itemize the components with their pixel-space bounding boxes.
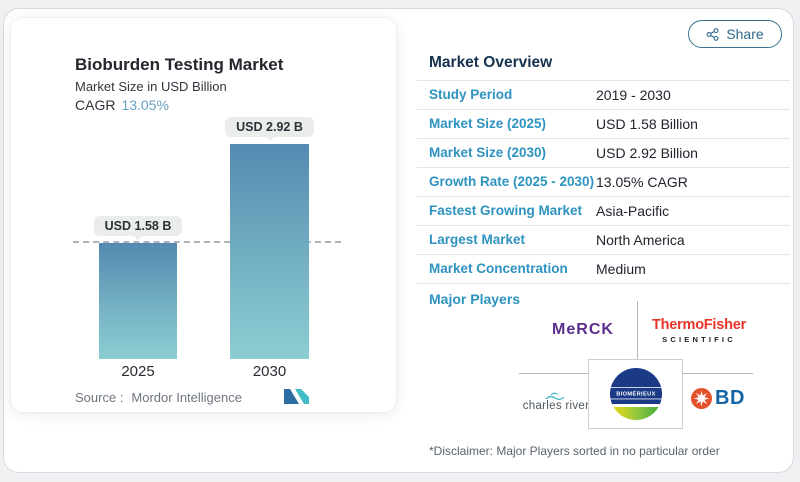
cagr-label: CAGR [75,97,116,113]
row-label: Market Size (2030) [429,145,547,160]
bar-2030 [230,144,309,359]
thermo-fisher-wordmark: Thermo Fisher [651,317,747,333]
disclaimer-text: *Disclaimer: Major Players sorted in no … [429,444,720,458]
row-label: Fastest Growing Market [429,203,583,218]
bar-value-label: USD 2.92 B [225,117,314,141]
row-label: Largest Market [429,232,526,247]
table-row: Largest Market North America [417,226,790,255]
row-label: Market Concentration [429,261,568,276]
row-value: USD 1.58 Billion [596,116,698,132]
table-row: Fastest Growing Market Asia-Pacific [417,197,790,226]
bar-value-label: USD 1.58 B [93,216,183,240]
baseline-dashed-line [73,241,341,243]
source-attribution: Source : Mordor Intelligence [75,390,242,405]
share-icon [706,27,719,41]
table-row: Study Period 2019 - 2030 [417,81,790,110]
share-button[interactable]: Share [688,20,782,48]
row-label: Market Size (2025) [429,116,547,131]
row-value: North America [596,232,685,248]
charles-river-logo: charles river [521,392,591,412]
bd-logo: BD [691,387,745,410]
charles-river-waves-icon [545,392,565,400]
major-players-label: Major Players [429,291,521,307]
table-row: Market Size (2030) USD 2.92 Billion [417,139,790,168]
bar-group: USD 2.92 B [225,117,314,359]
bar-2025 [99,243,177,359]
x-axis-label-2025: 2025 [121,363,155,380]
market-size-chart-card: Bioburden Testing Market Market Size in … [11,18,396,412]
bd-starburst-icon [691,388,712,409]
row-value: 13.05% CAGR [596,174,688,190]
table-row: Market Concentration Medium [417,255,790,284]
source-label: Source : [75,390,124,405]
mordor-intelligence-logo-icon [284,387,309,409]
cagr-value: 13.05% [121,97,169,113]
bar-group: USD 1.58 B [93,216,183,359]
x-axis-label-2030: 2030 [252,363,287,380]
row-value: Medium [596,261,646,277]
chart-subtitle: Market Size in USD Billion [75,79,227,94]
table-row: Market Size (2025) USD 1.58 Billion [417,110,790,139]
merck-logo: MeRCK [552,321,614,338]
row-value: USD 2.92 Billion [596,145,698,161]
market-overview-title: Market Overview [429,54,553,71]
biomerieux-logo-box: BIOMÉRIEUX [588,359,683,429]
cagr-line: CAGR 13.05% [75,97,169,113]
bd-wordmark: BD [715,387,745,409]
source-name: Mordor Intelligence [131,390,242,405]
connector-vertical-line [637,301,638,359]
table-row: Growth Rate (2025 - 2030) 13.05% CAGR [417,168,790,197]
chart-title: Bioburden Testing Market [75,55,284,74]
divider [417,80,790,81]
charles-river-wordmark: charles river [522,400,590,412]
share-button-label: Share [726,26,764,42]
row-label: Study Period [429,87,513,102]
row-label: Growth Rate (2025 - 2030) [429,174,595,189]
row-value: 2019 - 2030 [596,87,671,103]
thermo-fisher-logo: Thermo Fisher SCIENTIFIC [647,317,751,344]
biomerieux-wordmark: BIOMÉRIEUX [616,390,655,398]
thermo-fisher-scientific-label: SCIENTIFIC [662,335,736,344]
infographic-container: Bioburden Testing Market Market Size in … [3,8,794,473]
biomerieux-logo: BIOMÉRIEUX [609,368,662,420]
row-value: Asia-Pacific [596,203,670,219]
